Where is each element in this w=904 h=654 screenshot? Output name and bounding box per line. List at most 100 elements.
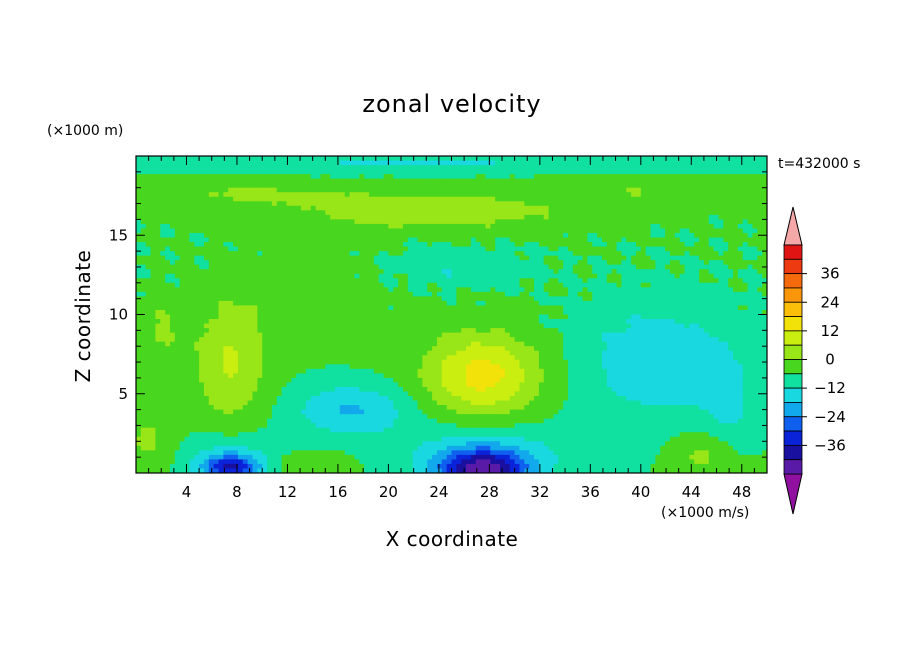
field-cell [378, 305, 385, 311]
field-cell [655, 156, 661, 162]
field-cell [567, 282, 574, 288]
field-cell [475, 232, 482, 239]
field-cell [339, 187, 346, 193]
field-cell [645, 223, 652, 230]
field-cell [762, 278, 767, 284]
field-cell [504, 291, 511, 297]
field-cell [407, 246, 414, 252]
field-cell [733, 260, 739, 266]
field-cell [140, 210, 147, 216]
field-cell [150, 223, 157, 230]
field-cell [271, 278, 278, 284]
field-cell [524, 232, 530, 239]
field-cell [174, 323, 181, 329]
field-cell [587, 223, 593, 230]
field-cell [233, 291, 239, 297]
field-cell [514, 187, 521, 193]
field-cell [136, 287, 142, 293]
field-cell [441, 174, 448, 180]
field-cell [160, 314, 166, 320]
field-cell [160, 305, 166, 311]
field-cell [558, 156, 564, 162]
field-cell [519, 183, 525, 189]
field-cell [616, 255, 622, 261]
field-cell [359, 196, 365, 202]
field-cell [650, 196, 656, 202]
field-cell [626, 187, 632, 193]
field-cell [694, 282, 700, 288]
field-cell [616, 160, 622, 166]
field-cell [524, 323, 530, 329]
field-cell [349, 264, 356, 270]
field-cell [160, 296, 166, 302]
field-cell [140, 219, 147, 225]
field-cell [553, 296, 559, 302]
field-cell [368, 174, 375, 180]
field-cell [611, 165, 618, 171]
field-cell [456, 319, 462, 325]
field-cell [757, 237, 763, 243]
field-cell [689, 165, 695, 171]
field-cell [228, 287, 234, 293]
field-cell [713, 160, 720, 166]
field-cell [480, 273, 487, 279]
field-cell [723, 228, 729, 234]
field-cell [436, 210, 443, 216]
field-cell [388, 314, 394, 320]
field-cell [466, 255, 472, 261]
field-cell [655, 214, 661, 220]
field-cell [563, 178, 569, 184]
field-cell [684, 201, 690, 207]
field-cell [674, 169, 681, 175]
field-cell [344, 278, 351, 284]
field-cell [136, 255, 142, 261]
field-cell [359, 160, 365, 166]
field-cell [543, 174, 550, 180]
field-cell [616, 165, 622, 171]
field-cell [150, 210, 157, 216]
field-cell [427, 183, 433, 189]
field-cell [174, 260, 181, 266]
field-cell [281, 219, 288, 225]
field-cell [723, 242, 729, 248]
field-cell [504, 187, 511, 193]
field-cell [650, 255, 656, 261]
field-cell [140, 196, 147, 202]
field-cell [165, 183, 171, 189]
field-cell [359, 223, 365, 230]
field-cell [635, 319, 642, 325]
field-cell [504, 323, 511, 329]
field-cell [276, 165, 283, 171]
field-cell [349, 260, 356, 266]
field-cell [694, 300, 700, 307]
field-cell [747, 237, 754, 243]
field-cell [684, 264, 690, 270]
field-cell [301, 278, 307, 284]
field-cell [529, 309, 535, 316]
field-cell [640, 196, 647, 202]
field-cell [349, 242, 356, 248]
field-cell [305, 291, 312, 297]
field-cell [179, 296, 186, 302]
field-cell [194, 160, 200, 166]
field-cell [640, 210, 647, 216]
field-cell [320, 156, 326, 162]
field-cell [354, 178, 360, 184]
field-cell [203, 328, 210, 334]
field-cell [567, 174, 574, 180]
field-cell [669, 260, 676, 266]
field-cell [247, 309, 254, 316]
field-cell [475, 174, 482, 180]
field-cell [228, 219, 234, 225]
field-cell [233, 214, 239, 220]
field-cell [553, 201, 559, 207]
field-cell [364, 237, 370, 243]
field-cell [470, 309, 477, 316]
field-cell [325, 165, 331, 171]
field-cell [330, 242, 336, 248]
field-cell [558, 242, 564, 248]
field-cell [567, 291, 574, 297]
field-cell [305, 264, 312, 270]
field-cell [592, 319, 598, 325]
field-cell [228, 282, 234, 288]
